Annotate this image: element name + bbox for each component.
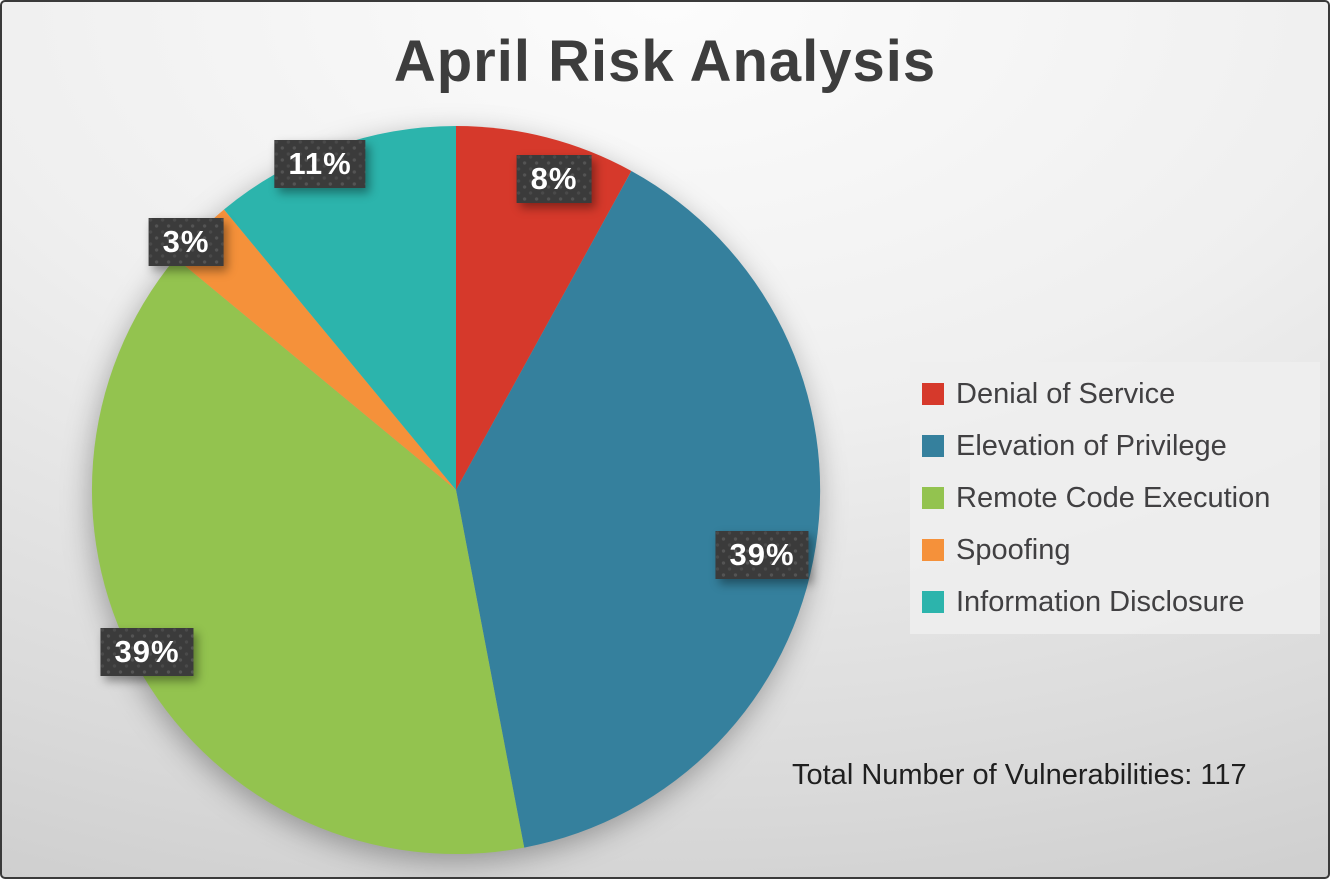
legend-item-remote-code-execution: Remote Code Execution xyxy=(910,482,1320,515)
legend-item-elevation-of-privilege: Elevation of Privilege xyxy=(910,430,1320,463)
legend-swatch-icon xyxy=(922,591,944,613)
total-note: Total Number of Vulnerabilities: 117 xyxy=(792,759,1247,791)
chart-title: April Risk Analysis xyxy=(393,29,937,94)
pie-slice-information-disclosure xyxy=(224,126,456,490)
legend-item-information-disclosure: Information Disclosure xyxy=(910,586,1320,619)
slice-percent-label-elevation-of-privilege: 39% xyxy=(715,531,808,579)
slice-percent-label-denial-of-service: 8% xyxy=(517,155,592,203)
pie-slice-remote-code-execution xyxy=(91,258,525,855)
legend-label: Remote Code Execution xyxy=(956,481,1271,514)
legend-item-spoofing: Spoofing xyxy=(910,534,1320,567)
legend-label: Denial of Service xyxy=(956,377,1176,410)
legend-label: Information Disclosure xyxy=(956,585,1245,618)
slice-percent-label-spoofing: 3% xyxy=(149,218,224,266)
pie-slice-denial-of-service xyxy=(456,125,632,490)
legend-swatch-icon xyxy=(922,383,944,405)
slice-percent-label-remote-code-execution: 39% xyxy=(100,628,193,676)
legend-swatch-icon xyxy=(922,487,944,509)
pie-slice-spoofing xyxy=(175,209,456,490)
pie-slice-elevation-of-privilege xyxy=(456,171,821,848)
legend-swatch-icon xyxy=(922,435,944,457)
slice-percent-label-information-disclosure: 11% xyxy=(274,140,365,188)
legend-label: Spoofing xyxy=(956,533,1071,566)
legend-item-denial-of-service: Denial of Service xyxy=(910,378,1320,411)
legend-label: Elevation of Privilege xyxy=(956,429,1227,462)
legend-swatch-icon xyxy=(922,539,944,561)
legend: Denial of Service Elevation of Privilege R… xyxy=(910,362,1320,634)
